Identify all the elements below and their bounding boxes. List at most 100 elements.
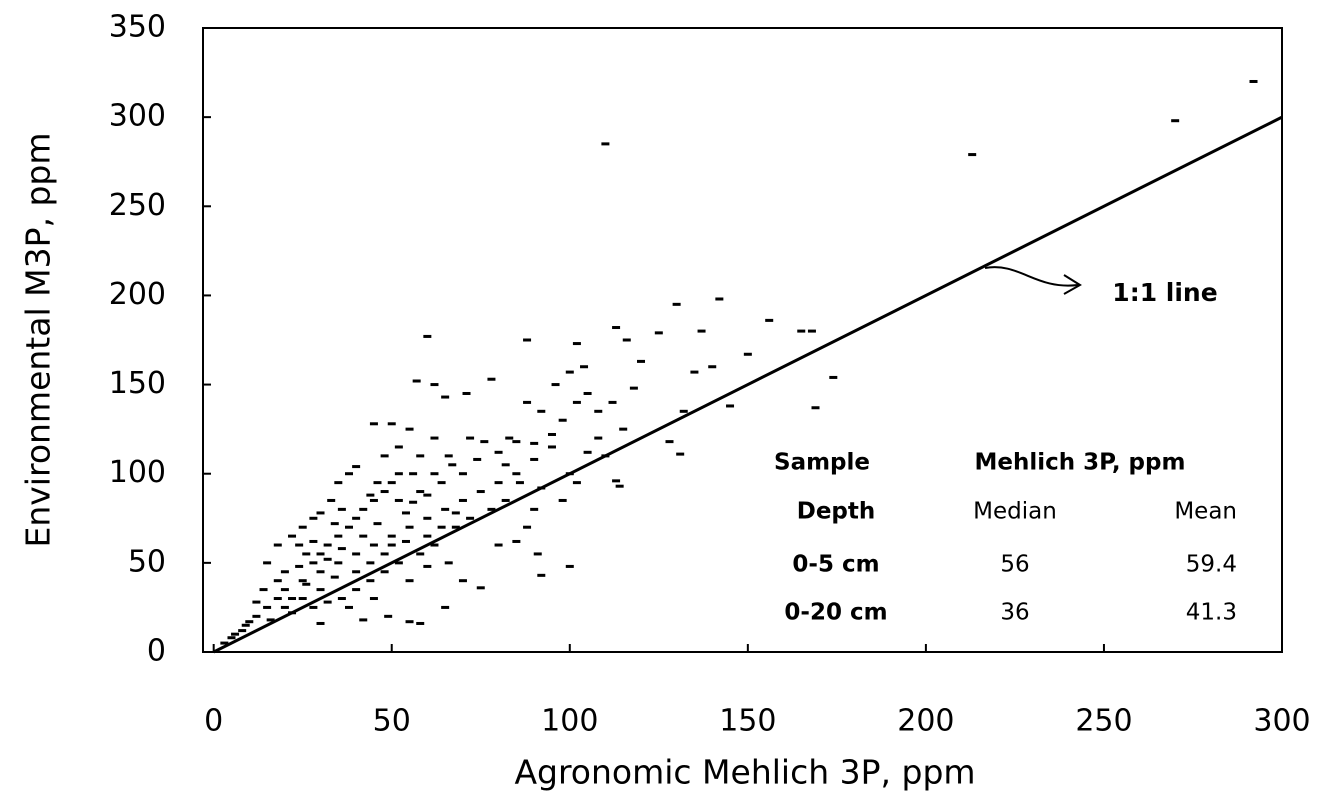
- point: [494, 543, 503, 547]
- y-axis-title: Environmental M3P, ppm: [19, 133, 58, 548]
- plot-frame: [202, 27, 1283, 653]
- point: [323, 557, 332, 561]
- point: [437, 481, 446, 485]
- y-tick-label: 250: [109, 188, 166, 223]
- point: [829, 375, 838, 379]
- point: [654, 331, 663, 335]
- point: [476, 586, 485, 590]
- point: [466, 436, 475, 440]
- point: [352, 588, 361, 592]
- point: [515, 481, 524, 485]
- point: [458, 498, 467, 502]
- point: [637, 359, 646, 363]
- point: [401, 539, 410, 543]
- point: [512, 472, 521, 476]
- point: [715, 297, 724, 301]
- table-header: Median: [973, 499, 1057, 525]
- point: [811, 406, 820, 410]
- point: [309, 539, 318, 543]
- point: [252, 600, 261, 604]
- point: [572, 342, 581, 346]
- point: [572, 481, 581, 485]
- point: [405, 525, 414, 529]
- point: [298, 579, 307, 583]
- point: [369, 543, 378, 547]
- point: [373, 522, 382, 526]
- point: [409, 500, 418, 504]
- point: [252, 614, 261, 618]
- point: [423, 493, 432, 497]
- point: [523, 400, 532, 404]
- point: [594, 436, 603, 440]
- point: [572, 400, 581, 404]
- point: [273, 579, 282, 583]
- point: [220, 641, 229, 645]
- point: [316, 552, 325, 556]
- point: [334, 534, 343, 538]
- point: [263, 561, 272, 565]
- point: [530, 507, 539, 511]
- point: [530, 457, 539, 461]
- point: [451, 525, 460, 529]
- point: [501, 498, 510, 502]
- point: [366, 493, 375, 497]
- point: [423, 564, 432, 568]
- point: [697, 329, 706, 333]
- point: [580, 365, 589, 369]
- point: [441, 507, 450, 511]
- point: [416, 454, 425, 458]
- point: [309, 516, 318, 520]
- annotation-arrow: [984, 266, 1079, 287]
- point: [547, 432, 556, 436]
- point: [273, 543, 282, 547]
- point: [316, 511, 325, 515]
- x-tick-label: 250: [1075, 704, 1132, 739]
- point: [612, 326, 621, 330]
- x-tick-label: 0: [204, 704, 223, 739]
- point: [366, 561, 375, 565]
- table-cell: 56: [1000, 552, 1029, 578]
- x-axis-title: Agronomic Mehlich 3P, ppm: [514, 753, 975, 792]
- point: [309, 561, 318, 565]
- point: [295, 543, 304, 547]
- point: [352, 552, 361, 556]
- point: [430, 543, 439, 547]
- point: [537, 573, 546, 577]
- point: [405, 620, 414, 624]
- point: [451, 511, 460, 515]
- point: [337, 597, 346, 601]
- point: [494, 450, 503, 454]
- point: [615, 484, 624, 488]
- point: [594, 409, 603, 413]
- point: [316, 570, 325, 574]
- table-cell: 59.4: [1186, 552, 1237, 578]
- point: [462, 391, 471, 395]
- point: [968, 153, 977, 157]
- point: [423, 534, 432, 538]
- annotation: 1:1 line: [1112, 278, 1217, 307]
- point: [401, 511, 410, 515]
- x-tick-label: 50: [373, 704, 411, 739]
- point: [241, 623, 250, 627]
- point: [298, 597, 307, 601]
- point: [441, 395, 450, 399]
- point: [298, 525, 307, 529]
- point: [547, 445, 556, 449]
- point: [551, 383, 560, 387]
- point: [458, 579, 467, 583]
- point: [565, 370, 574, 374]
- point: [505, 436, 514, 440]
- point: [302, 582, 311, 586]
- point: [295, 564, 304, 568]
- point: [487, 377, 496, 381]
- point: [565, 564, 574, 568]
- y-tick-label: 300: [109, 99, 166, 134]
- point: [387, 481, 396, 485]
- point: [309, 605, 318, 609]
- point: [330, 522, 339, 526]
- point: [807, 329, 816, 333]
- point: [494, 481, 503, 485]
- point: [359, 507, 368, 511]
- point: [444, 454, 453, 458]
- point: [266, 618, 275, 622]
